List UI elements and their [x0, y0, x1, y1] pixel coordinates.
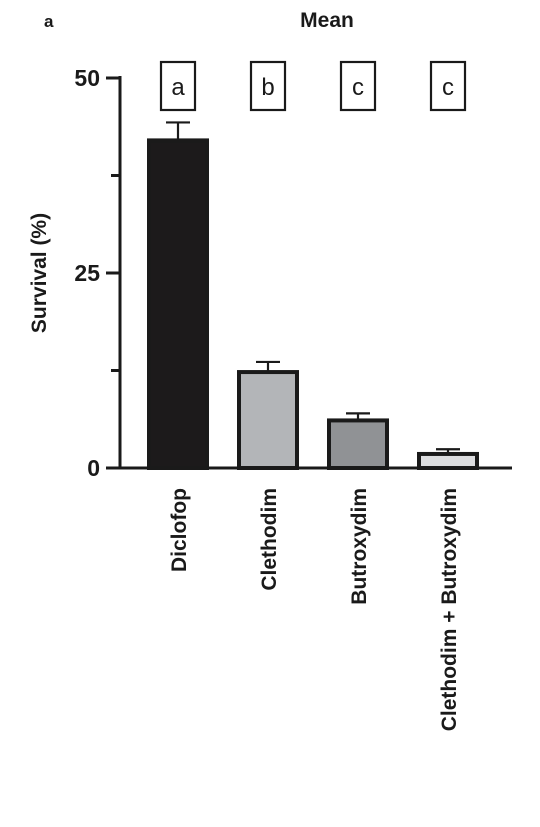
axes: 0 25 50 [74, 65, 512, 481]
significance-letter: a [159, 60, 197, 112]
significance-letter-text: c [442, 74, 454, 101]
x-tick-label: Clethodim + Butroxydim [438, 488, 461, 731]
bar-clethodim-butroxydim [417, 451, 479, 470]
significance-letter: c [429, 60, 467, 112]
x-tick-labels: Diclofop Clethodim Butroxydim Clethodim + B… [168, 488, 461, 731]
error-bar [166, 121, 190, 141]
significance-letter-box [429, 60, 467, 112]
significance-letter-text: c [352, 74, 364, 101]
significance-letter-text: a [171, 74, 185, 101]
error-bars-layer [166, 121, 460, 454]
y-tick-label: 25 [74, 260, 100, 286]
bar-diclofop [147, 138, 209, 470]
bar-clethodim [237, 370, 299, 470]
significance-letter-box [159, 60, 197, 112]
y-axis-label: Survival (%) [28, 213, 51, 333]
chart-title: Mean [300, 9, 354, 32]
bars-layer [147, 138, 479, 471]
error-bar [436, 448, 460, 454]
error-bar [256, 360, 280, 373]
x-tick-label: Butroxydim [348, 488, 371, 605]
x-tick-label: Diclofop [168, 488, 191, 572]
error-bar [346, 412, 370, 421]
significance-letter-text: b [261, 74, 274, 101]
y-tick-label: 0 [87, 455, 100, 481]
significance-letter: b [249, 60, 287, 112]
significance-letter-box [249, 60, 287, 112]
significance-letter: c [339, 60, 377, 112]
x-tick-label: Clethodim [258, 488, 281, 591]
y-tick-label: 50 [74, 65, 100, 91]
panel-label: a [44, 12, 54, 31]
bar-butroxydim [327, 418, 389, 471]
significance-letter-box [339, 60, 377, 112]
